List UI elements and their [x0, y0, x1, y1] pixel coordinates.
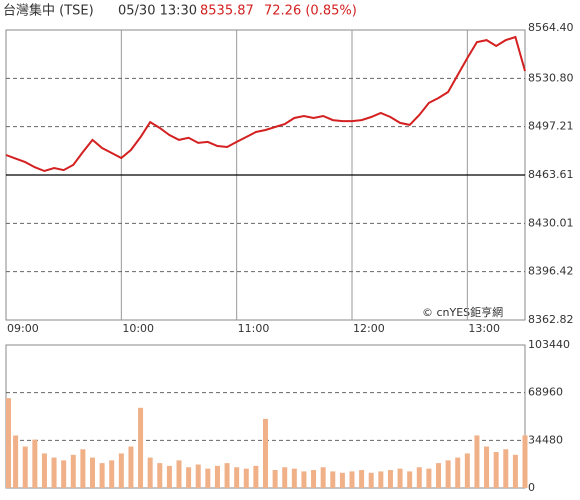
y-tick-label: 8430.01 — [528, 216, 574, 229]
volume-bar — [272, 470, 278, 488]
volume-bar — [234, 467, 240, 488]
y-tick-label: 8530.80 — [528, 71, 574, 84]
volume-bar — [118, 453, 124, 488]
volume-bar — [205, 468, 211, 488]
volume-bar — [70, 454, 76, 488]
volume-bar — [99, 463, 105, 488]
volume-bar — [214, 465, 220, 488]
volume-bar — [407, 471, 413, 488]
volume-bar — [339, 472, 345, 488]
x-tick-label: 09:00 — [7, 322, 39, 335]
volume-bar — [195, 464, 201, 488]
y-tick-label: 68960 — [528, 386, 563, 399]
volume-bar — [253, 465, 259, 488]
x-tick-label: 11:00 — [238, 322, 270, 335]
volume-bar — [484, 446, 490, 488]
y-tick-label: 0 — [528, 481, 535, 494]
watermark: © cnYES鉅亨網 — [422, 305, 503, 319]
volume-bar — [61, 460, 67, 488]
volume-bar — [320, 467, 326, 488]
volume-bar — [378, 471, 384, 488]
volume-bar — [224, 463, 230, 488]
volume-bar — [128, 446, 134, 488]
volume-bar — [90, 457, 95, 488]
volume-bar — [436, 463, 441, 488]
volume-bar — [6, 398, 11, 488]
y-tick-label: 34480 — [528, 433, 563, 446]
volume-bar — [109, 460, 115, 488]
volume-bar — [359, 470, 365, 488]
volume-bar — [455, 457, 461, 488]
change: 72.26 (0.85%) — [264, 4, 357, 19]
price-line — [5, 35, 526, 173]
volume-bar — [22, 446, 28, 488]
index-title: 台灣集中 (TSE) — [3, 3, 94, 19]
x-tick-label: 13:00 — [468, 322, 500, 335]
volume-bar — [493, 452, 499, 488]
volume-bar — [368, 472, 374, 488]
volume-bar — [186, 467, 192, 488]
y-tick-label: 103440 — [528, 338, 570, 351]
volume-bar — [397, 468, 403, 488]
volume-bar — [51, 457, 57, 488]
volume-bar — [13, 435, 19, 488]
volume-bar — [426, 468, 432, 488]
volume-bar — [41, 453, 47, 488]
volume-bar — [503, 449, 509, 488]
volume-bar — [80, 449, 86, 488]
volume-bar — [445, 460, 451, 488]
volume-bar — [522, 435, 528, 488]
volume-bar — [32, 439, 38, 488]
volume-bar — [387, 470, 393, 488]
y-tick-label: 8362.82 — [528, 313, 574, 326]
y-tick-label: 8497.21 — [528, 120, 574, 133]
volume-bar — [263, 418, 268, 488]
y-tick-label: 8463.61 — [528, 168, 574, 181]
x-tick-label: 12:00 — [353, 322, 385, 335]
volume-bar — [157, 463, 163, 488]
price: 8535.87 — [200, 4, 254, 19]
volume-bar — [311, 470, 317, 488]
volume-bar — [330, 471, 336, 488]
volume-bar — [416, 467, 422, 488]
volume-bar — [282, 467, 288, 488]
volume-bar — [166, 465, 172, 488]
volume-bar — [138, 407, 144, 488]
volume-bar — [147, 457, 153, 488]
x-tick-label: 10:00 — [122, 322, 154, 335]
volume-bar — [349, 471, 355, 488]
volume-bar — [464, 453, 470, 488]
volume-bar — [474, 435, 480, 488]
volume-bar — [512, 454, 518, 488]
y-tick-label: 8396.42 — [528, 265, 574, 278]
volume-bar — [243, 468, 249, 488]
volume-bar — [291, 468, 297, 488]
y-tick-label: 8564.40 — [528, 21, 574, 34]
volume-bar — [176, 460, 182, 488]
datetime: 05/30 13:30 — [118, 4, 197, 19]
volume-bar — [301, 471, 307, 488]
